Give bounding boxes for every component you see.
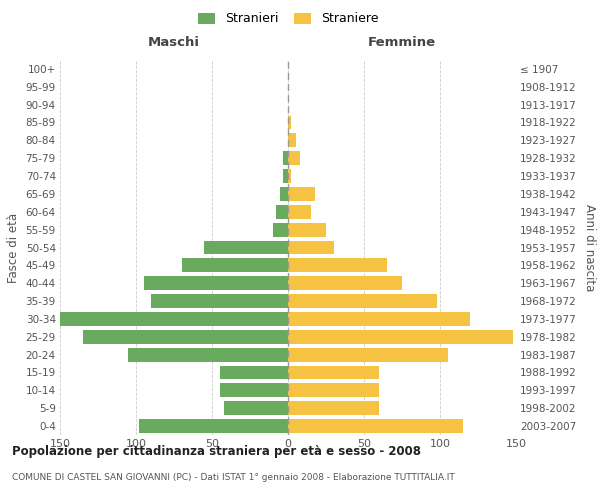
Text: Maschi: Maschi bbox=[148, 36, 200, 50]
Bar bbox=[288, 240, 334, 254]
Legend: Stranieri, Straniere: Stranieri, Straniere bbox=[194, 8, 382, 29]
Bar bbox=[288, 169, 291, 183]
Y-axis label: Anni di nascita: Anni di nascita bbox=[583, 204, 596, 291]
Bar bbox=[139, 419, 288, 433]
Bar bbox=[288, 222, 326, 236]
Text: COMUNE DI CASTEL SAN GIOVANNI (PC) - Dati ISTAT 1° gennaio 2008 - Elaborazione T: COMUNE DI CASTEL SAN GIOVANNI (PC) - Dat… bbox=[12, 473, 455, 482]
Bar bbox=[143, 276, 288, 290]
Bar bbox=[182, 258, 288, 272]
Bar bbox=[151, 294, 288, 308]
Bar bbox=[283, 169, 288, 183]
Bar bbox=[288, 366, 379, 380]
Bar bbox=[288, 276, 402, 290]
Bar bbox=[60, 312, 288, 326]
Bar bbox=[288, 312, 470, 326]
Bar bbox=[273, 222, 288, 236]
Bar bbox=[288, 116, 291, 130]
Bar bbox=[288, 294, 437, 308]
Bar bbox=[128, 348, 288, 362]
Bar bbox=[288, 134, 296, 147]
Bar bbox=[288, 401, 379, 415]
Bar bbox=[220, 366, 288, 380]
Bar bbox=[220, 384, 288, 398]
Text: Femmine: Femmine bbox=[368, 36, 436, 50]
Bar bbox=[288, 348, 448, 362]
Text: Popolazione per cittadinanza straniera per età e sesso - 2008: Popolazione per cittadinanza straniera p… bbox=[12, 445, 421, 458]
Bar bbox=[283, 151, 288, 165]
Bar bbox=[288, 419, 463, 433]
Bar bbox=[224, 401, 288, 415]
Bar bbox=[288, 205, 311, 219]
Bar bbox=[83, 330, 288, 344]
Bar bbox=[288, 187, 316, 201]
Bar bbox=[288, 258, 387, 272]
Bar bbox=[280, 187, 288, 201]
Bar bbox=[276, 205, 288, 219]
Bar bbox=[288, 151, 300, 165]
Bar bbox=[288, 384, 379, 398]
Bar bbox=[288, 330, 513, 344]
Y-axis label: Fasce di età: Fasce di età bbox=[7, 212, 20, 282]
Bar bbox=[205, 240, 288, 254]
